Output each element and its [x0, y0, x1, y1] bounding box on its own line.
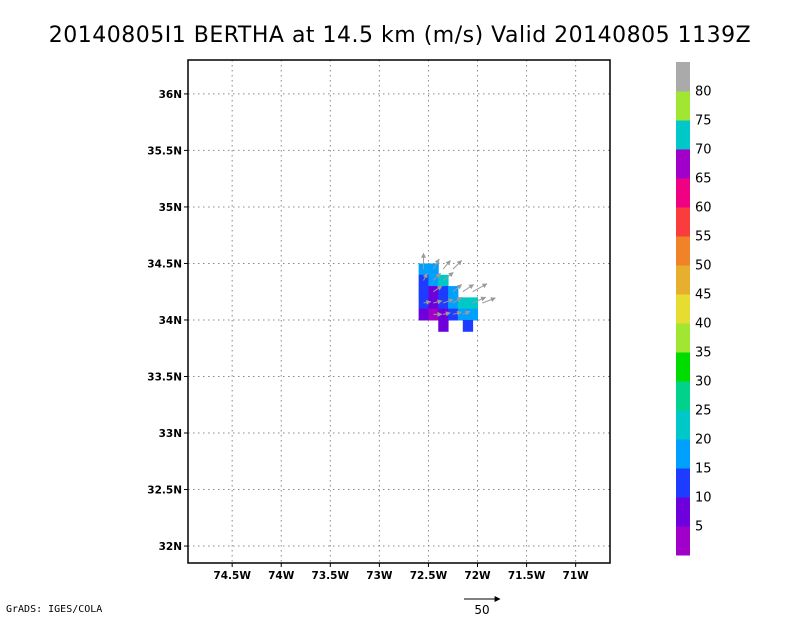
colorbar-label: 5: [695, 520, 703, 535]
wind-vector-arrow: [462, 310, 471, 316]
colorbar-label: 80: [695, 85, 712, 100]
reference-vector: 50: [464, 596, 501, 617]
wind-vector-arrow: [452, 296, 463, 304]
wind-speed-cell: [462, 319, 474, 332]
wind-speed-cell: [428, 263, 439, 276]
y-tick-label: 32.5N: [147, 485, 182, 497]
colorbar-label: 75: [695, 114, 712, 129]
colorbar-segment: [676, 352, 690, 382]
x-tick-label: 72.5W: [410, 570, 448, 582]
colorbar-label: 15: [695, 462, 712, 477]
wind-speed-cell: [418, 274, 429, 287]
x-tick-label: 71W: [563, 570, 590, 582]
colorbar-segment: [676, 120, 690, 150]
wind-speed-cell: [438, 319, 449, 332]
colorbar-label: 55: [695, 230, 712, 245]
wind-vector-arrow: [452, 260, 462, 270]
y-tick-label: 33.5N: [147, 371, 182, 383]
y-tick-label: 33N: [159, 428, 182, 440]
y-tick-label: 34N: [159, 315, 182, 327]
colorbar-segment: [676, 236, 690, 266]
colorbar-segment: [676, 265, 690, 295]
x-tick-label: 71.5W: [508, 570, 546, 582]
wind-vectors: [421, 252, 496, 317]
wind-speed-cell: [438, 286, 449, 298]
colorbar-segment: [676, 439, 690, 469]
colorbar-label: 65: [695, 172, 712, 187]
wind-vector-arrow: [422, 272, 428, 281]
colorbar-segment: [676, 468, 690, 498]
colorbar: 5 10 15 20 25 30 35 40 45 50 55 60 65 70 75 80: [676, 62, 712, 556]
y-tick-label: 34.5N: [147, 258, 182, 270]
colorbar-label: 35: [695, 346, 712, 361]
wind-vector-arrow: [433, 299, 443, 305]
wind-vector-arrow: [452, 284, 463, 293]
colorbar-segment: [676, 497, 690, 527]
wind-vector-arrow: [462, 284, 475, 293]
wind-vector-arrow: [443, 311, 451, 317]
y-tick-label: 32N: [159, 541, 182, 553]
x-tick-label: 74W: [268, 570, 295, 582]
wind-vector-arrow: [442, 272, 454, 281]
colorbar-segment: [676, 149, 690, 179]
wind-vector-arrow: [472, 283, 488, 293]
credit-text: GrADS: IGES/COLA: [6, 604, 102, 615]
chart-title: 20140805I1 BERTHA at 14.5 km (m/s) Valid…: [49, 23, 751, 48]
colorbar-segment: [676, 91, 690, 121]
y-tick-label: 36N: [159, 89, 182, 101]
wind-speed-cell: [418, 263, 429, 276]
colorbar-label: 10: [695, 491, 712, 506]
y-axis: 32N 32.5N 33N 33.5N 34N 34.5N 35N 35.5N 36N: [147, 89, 188, 553]
wind-speed-cell: [467, 308, 479, 321]
wind-vector-arrow: [432, 258, 440, 270]
colorbar-label: 25: [695, 404, 712, 419]
wind-speed-cell: [418, 286, 429, 298]
colorbar-label: 45: [695, 288, 712, 303]
wind-speed-field: [418, 263, 479, 332]
colorbar-label: 70: [695, 143, 712, 158]
wind-speed-cell: [457, 297, 469, 310]
x-tick-label: 73.5W: [312, 570, 350, 582]
wind-vector-arrow: [482, 297, 496, 304]
x-tick-label: 73W: [366, 570, 393, 582]
colorbar-segment: [676, 62, 690, 92]
x-tick-label: 72W: [464, 570, 491, 582]
wind-vector-arrow: [442, 298, 454, 304]
colorbar-label: 40: [695, 317, 712, 332]
colorbar-label: 30: [695, 375, 712, 390]
x-axis: 74.5W 74W 73.5W 73W 72.5W 72W 71.5W 71W: [213, 563, 589, 582]
colorbar-segment: [676, 294, 690, 324]
grid-lines: [188, 60, 610, 563]
colorbar-label: 20: [695, 433, 712, 448]
plot-frame: [187, 59, 611, 564]
wind-vector-arrow: [423, 300, 432, 305]
wind-vector-arrow: [442, 260, 451, 270]
y-tick-label: 35.5N: [147, 145, 182, 157]
colorbar-label: 60: [695, 201, 712, 216]
colorbar-segment: [676, 526, 690, 556]
colorbar-segment: [676, 323, 690, 353]
x-tick-label: 74.5W: [213, 570, 251, 582]
colorbar-segment: [676, 381, 690, 411]
wind-speed-cell: [418, 308, 429, 321]
wind-vector-arrow: [433, 285, 443, 293]
wind-vector-arrow: [432, 272, 441, 281]
colorbar-segment: [676, 207, 690, 237]
reference-vector-label: 50: [474, 603, 489, 617]
y-tick-label: 35N: [159, 202, 182, 214]
colorbar-label: 50: [695, 259, 712, 274]
colorbar-segment: [676, 178, 690, 208]
wind-vector-arrow: [472, 296, 487, 304]
wind-vector-arrow: [452, 310, 463, 316]
colorbar-segment: [676, 410, 690, 440]
